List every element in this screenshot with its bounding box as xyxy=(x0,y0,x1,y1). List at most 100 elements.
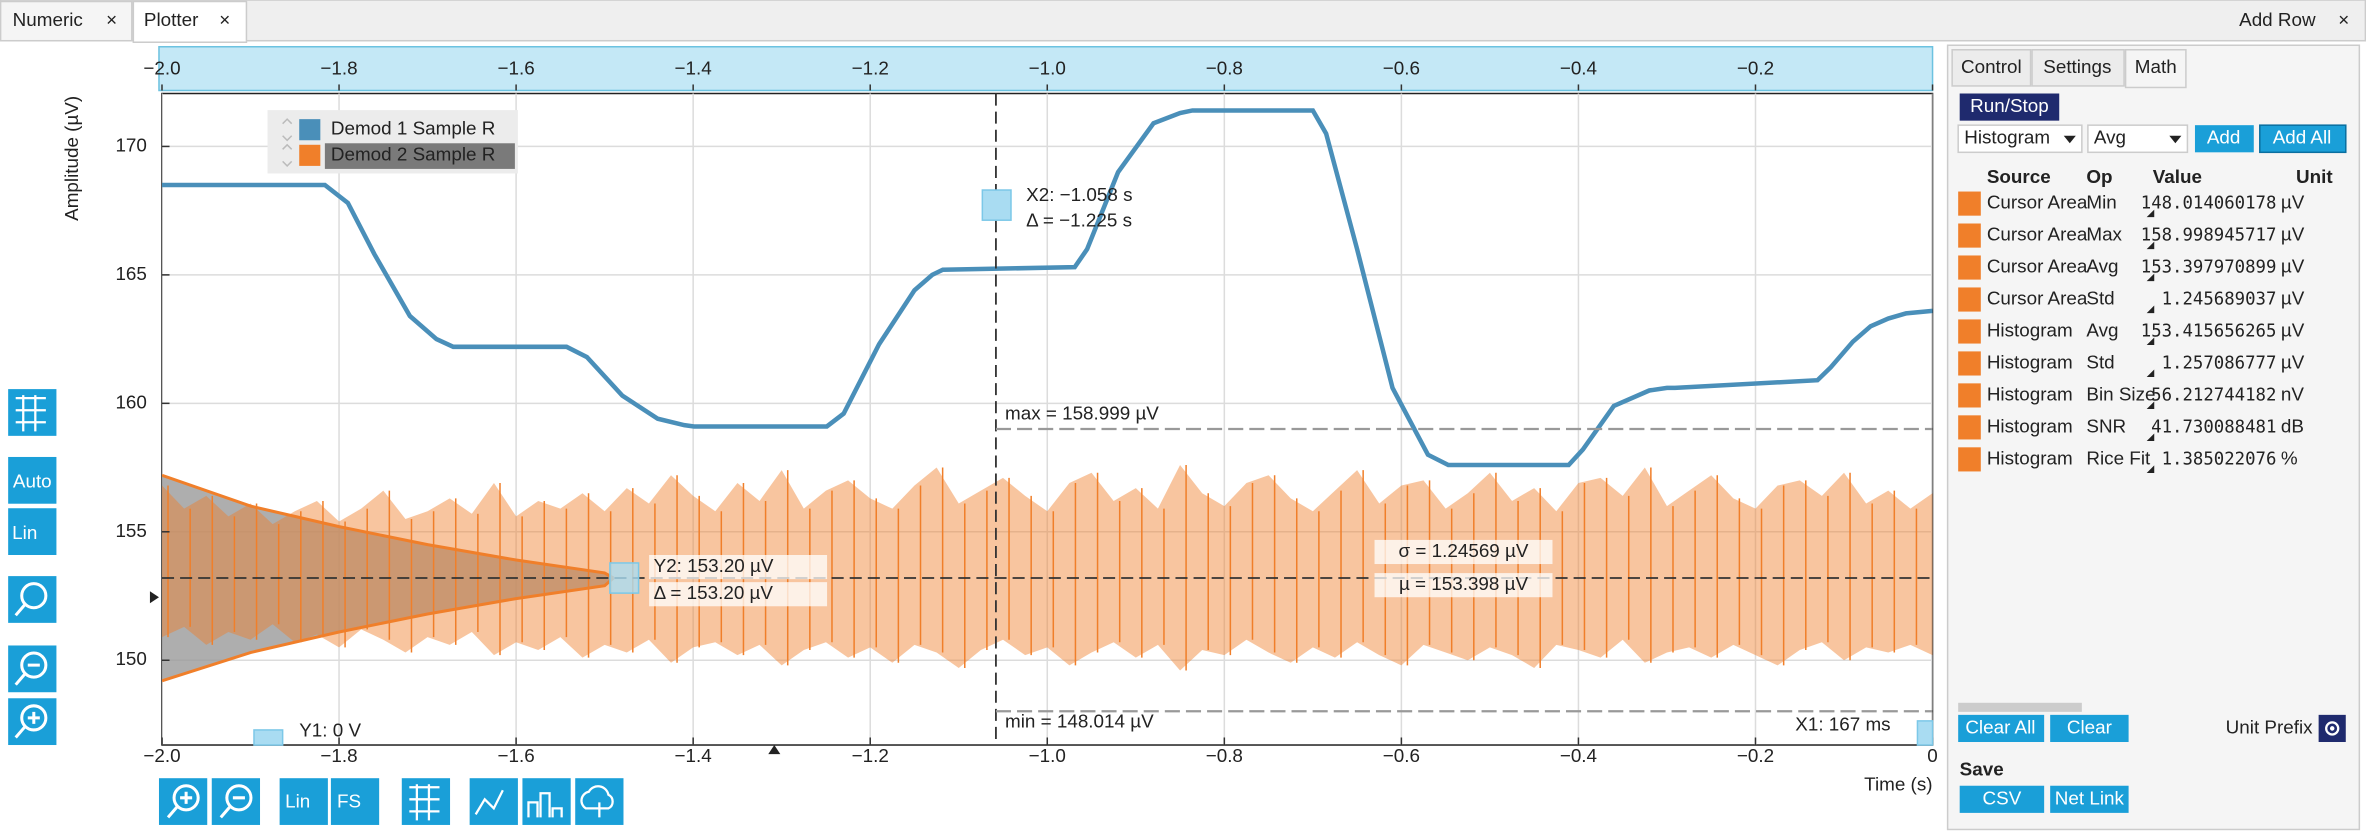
op-select-label: Avg xyxy=(2094,127,2126,148)
top-x-tick-label: −0.4 xyxy=(1560,57,1597,78)
tool-button[interactable] xyxy=(330,778,380,825)
panel-tab[interactable] xyxy=(2031,49,2125,87)
row-op: Bin Size xyxy=(2086,383,2155,404)
clear-all-button[interactable] xyxy=(1958,714,2045,743)
panel-tab-label: Math xyxy=(2135,56,2177,77)
legend-label[interactable]: Demod 2 Sample R xyxy=(331,143,495,164)
cursor-label: Y2: 153.20 µV xyxy=(654,555,774,576)
top-x-tick-label: −0.6 xyxy=(1383,57,1420,78)
top-axis-band[interactable] xyxy=(158,45,1934,92)
auto-button: Auto xyxy=(13,471,52,492)
op-select[interactable] xyxy=(2087,124,2189,154)
x-tick-label: −1.4 xyxy=(675,745,712,766)
row-value: 1.245689037 xyxy=(2162,290,2277,310)
cursor-handle[interactable] xyxy=(609,562,640,594)
row-unit: µV xyxy=(2281,319,2305,340)
plot-layer xyxy=(161,93,1933,746)
row-op: Std xyxy=(2086,351,2114,372)
tool-button[interactable] xyxy=(279,778,328,825)
cursor-label: µ = 153.398 µV xyxy=(1399,573,1529,594)
row-swatch xyxy=(1958,191,1981,216)
x-axis-label: Time (s) xyxy=(1864,774,1932,795)
row-unit: µV xyxy=(2281,224,2305,245)
add-button[interactable] xyxy=(2194,125,2254,153)
panel-tab[interactable] xyxy=(2124,49,2187,89)
csv-label: CSV xyxy=(1983,787,2022,808)
row-unit: % xyxy=(2281,447,2298,468)
tab[interactable] xyxy=(0,0,133,42)
row-swatch xyxy=(1958,351,1981,376)
tab[interactable] xyxy=(132,0,248,43)
x-tick-label: −0.4 xyxy=(1560,745,1597,766)
row-op: Max xyxy=(2086,224,2122,245)
row-unit: µV xyxy=(2281,351,2305,372)
histogram-edge xyxy=(161,473,615,580)
tool-button[interactable] xyxy=(8,389,57,436)
row-source: Histogram xyxy=(1987,351,2073,372)
fs-button: FS xyxy=(337,790,361,811)
add-all-button[interactable] xyxy=(2259,124,2347,154)
row-source: Histogram xyxy=(1987,319,2073,340)
y-tick-label: 160 xyxy=(115,391,146,412)
cursor-label: min = 148.014 µV xyxy=(1005,710,1154,731)
row-value: 153.397970899 xyxy=(2141,258,2277,278)
row-value: 56.212744182 xyxy=(2151,385,2276,405)
row-value: 41.730088481 xyxy=(2151,417,2276,437)
tool-button[interactable] xyxy=(401,778,451,825)
net-link-button[interactable] xyxy=(2050,785,2129,813)
cursor-handle[interactable] xyxy=(981,189,1012,221)
cursor-label: Δ = −1.225 s xyxy=(1026,210,1132,231)
bottom-toolbar: Lin FS xyxy=(158,778,624,825)
add-row[interactable]: Add Row xyxy=(2239,9,2316,30)
tool-button[interactable] xyxy=(8,456,57,504)
cursor-label: Y1: 0 V xyxy=(299,719,361,740)
label-bg xyxy=(649,582,828,607)
top-x-tick-label: −1.8 xyxy=(320,57,357,78)
legend-highlight xyxy=(324,143,515,169)
legend-label[interactable]: Demod 1 Sample R xyxy=(331,118,495,139)
histogram-edge xyxy=(161,576,615,683)
tool-button[interactable] xyxy=(8,508,57,555)
row-source: Histogram xyxy=(1987,415,2073,436)
column-header: Source xyxy=(1987,166,2051,187)
row-op: SNR xyxy=(2086,415,2126,436)
run-stop-button[interactable] xyxy=(1959,93,2060,121)
legend-grip xyxy=(282,143,293,167)
csv-button[interactable] xyxy=(1959,785,2045,813)
row-swatch xyxy=(1958,415,1981,440)
row-value: 158.998945717 xyxy=(2141,226,2277,246)
label-bg xyxy=(1374,539,1553,565)
x-tick-label: −0.8 xyxy=(1206,745,1243,766)
panel-tab-label: Settings xyxy=(2043,56,2111,77)
tool-button[interactable] xyxy=(469,778,518,825)
add-all-label: Add All xyxy=(2273,127,2332,148)
row-value: 1.257086777 xyxy=(2162,353,2277,373)
cursor-handle[interactable] xyxy=(1916,720,1934,746)
x-tick-label: 0 xyxy=(1927,745,1937,766)
row-source: Histogram xyxy=(1987,447,2073,468)
tab-label: Plotter xyxy=(144,9,198,30)
tab-close[interactable]: × xyxy=(106,9,117,30)
column-header: Value xyxy=(2153,166,2202,187)
x-tick-label: −0.2 xyxy=(1737,745,1774,766)
math-panel: Control Settings Math Run/Stop Histogram… xyxy=(1951,49,2347,813)
row-unit: µV xyxy=(2281,288,2305,309)
cursor-handle[interactable] xyxy=(253,729,284,746)
panel-tab-label: Control xyxy=(1961,56,2022,77)
x-tick-label: −1.6 xyxy=(498,745,535,766)
row-op: Avg xyxy=(2086,319,2118,340)
row-op: Rice Fit xyxy=(2086,447,2151,468)
clear-button[interactable] xyxy=(2050,714,2129,743)
cursor-label: σ = 1.24569 µV xyxy=(1399,540,1529,561)
source-select[interactable] xyxy=(1957,124,2083,154)
scrollbar[interactable] xyxy=(1958,702,2082,712)
row-value: 153.415656265 xyxy=(2141,321,2277,341)
panel-tab[interactable] xyxy=(1951,49,2032,87)
top-x-tick-label: −0.2 xyxy=(1737,57,1774,78)
add-row-close[interactable]: × xyxy=(2338,9,2349,30)
tab-close[interactable]: × xyxy=(219,9,230,30)
top-x-tick-label: −1.4 xyxy=(675,57,712,78)
net-link-label: Net Link xyxy=(2055,787,2125,808)
